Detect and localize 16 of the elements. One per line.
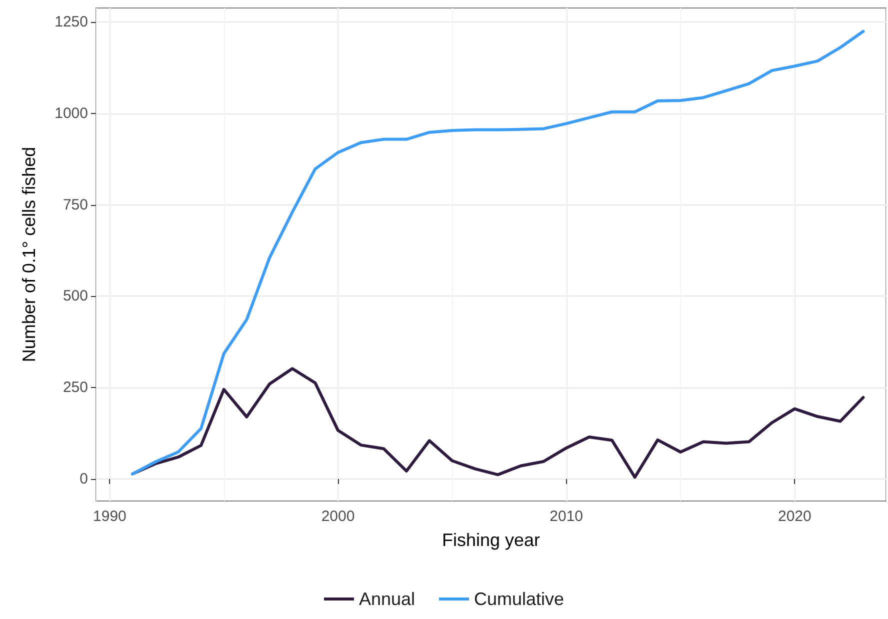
x-tick-label: 1990: [93, 508, 126, 525]
y-tick-label: 0: [80, 470, 88, 488]
legend-label: Annual: [358, 589, 416, 609]
y-tick-label: 1250: [54, 13, 88, 30]
y-tick-label: 250: [62, 379, 88, 396]
legend-label: Cumulative: [474, 589, 564, 609]
y-tick-label: 500: [62, 288, 88, 305]
line-series: [131, 367, 865, 479]
x-tick-label: 2020: [778, 508, 812, 525]
y-tick-label: 1000: [54, 104, 88, 122]
y-axis-title: Number of 0.1° cells fished: [19, 146, 39, 362]
x-tick-label: 2010: [550, 508, 584, 525]
line-series: [131, 30, 865, 476]
y-tick-label: 750: [62, 196, 88, 214]
x-tick-label: 2000: [321, 508, 355, 525]
x-axis-title: Fishing year: [442, 530, 540, 550]
